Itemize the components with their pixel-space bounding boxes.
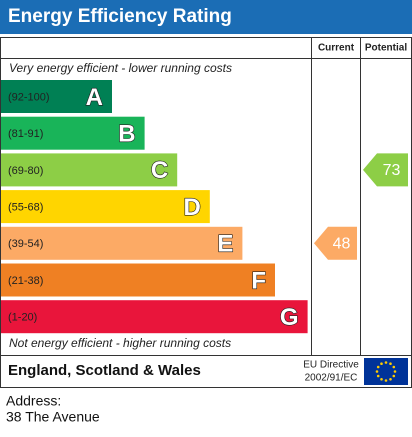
band — [1, 300, 308, 334]
band — [1, 153, 178, 187]
band-letter: F — [251, 267, 266, 294]
band-range: (39-54) — [8, 238, 43, 250]
band-range: (69-80) — [8, 165, 43, 177]
eu-star — [384, 361, 388, 364]
band-range: (81-91) — [8, 128, 43, 140]
band-letter: B — [118, 121, 135, 148]
band — [1, 116, 145, 150]
band-range: (55-68) — [8, 202, 43, 214]
eu-star — [380, 377, 383, 381]
band — [1, 263, 275, 297]
eu-star — [375, 370, 379, 373]
eu-stars — [375, 361, 397, 382]
band-letter: C — [151, 157, 168, 184]
title-bar — [0, 0, 412, 34]
band-range: (21-38) — [8, 275, 43, 287]
band — [1, 226, 243, 260]
band — [1, 80, 112, 113]
current-value: 48 — [333, 236, 351, 253]
eu-star — [389, 377, 392, 381]
eu-star — [392, 374, 396, 378]
band-letter: E — [217, 231, 233, 258]
eu-star — [393, 370, 397, 373]
potential-header: Potential — [365, 43, 407, 54]
band-range: (92-100) — [8, 91, 50, 103]
address-label: Address: — [6, 393, 61, 409]
eu-star — [384, 379, 388, 382]
bottom-text: Not energy efficient - higher running co… — [9, 336, 231, 350]
region: England, Scotland & Wales — [8, 362, 201, 379]
eu-star — [392, 365, 396, 369]
eu-star — [376, 374, 380, 378]
eu-star — [389, 362, 392, 366]
potential-value: 73 — [383, 162, 401, 179]
eu-star — [380, 362, 383, 366]
current-header: Current — [318, 43, 355, 54]
address-value: 38 The Avenue — [6, 409, 100, 425]
band-range: (1-20) — [8, 312, 37, 324]
band-letter: G — [280, 304, 299, 331]
title: Energy Efficiency Rating — [8, 6, 232, 27]
eu-star — [376, 365, 380, 369]
potential-arrow — [363, 153, 408, 187]
directive: 2002/91/EC — [305, 373, 358, 384]
band — [1, 190, 210, 224]
band-letter: A — [86, 84, 103, 111]
current-arrow — [314, 226, 357, 260]
band-letter: D — [183, 194, 200, 221]
directive: EU Directive — [303, 360, 359, 371]
top-text: Very energy efficient - lower running co… — [9, 61, 232, 75]
